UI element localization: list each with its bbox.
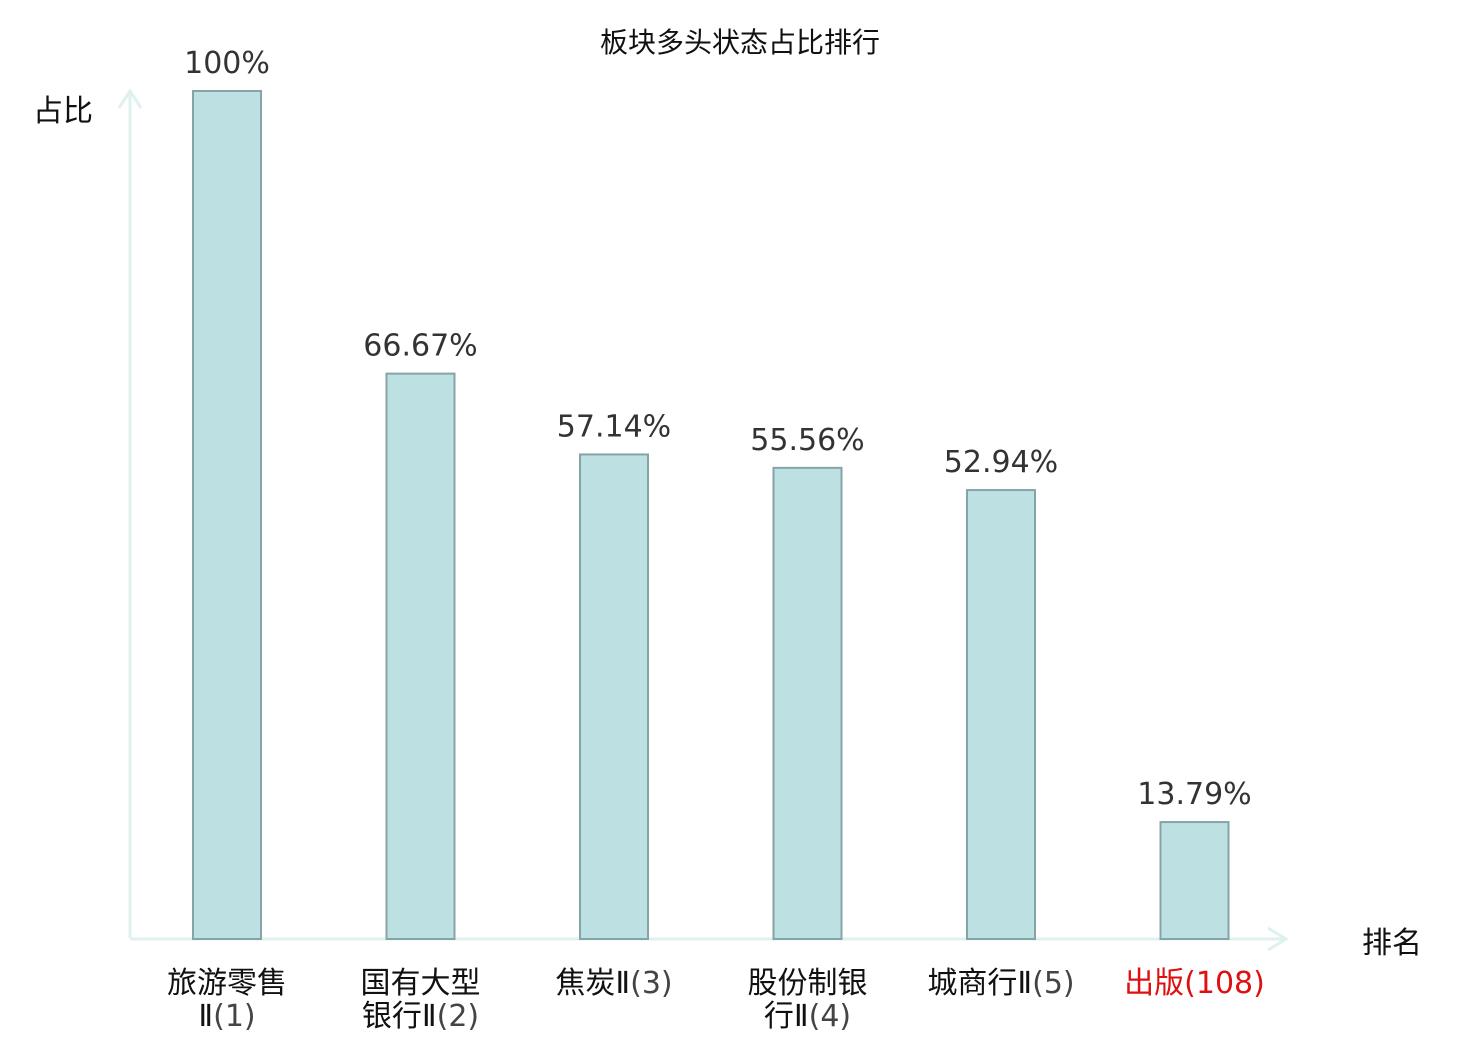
bar	[772, 466, 843, 940]
bar	[579, 453, 649, 940]
chart-title: 板块多头状态占比排行	[600, 26, 880, 59]
category-rank: (3)	[630, 966, 673, 1001]
category-name: 股份制银	[748, 966, 868, 1001]
category-rank: (108)	[1184, 966, 1265, 1001]
bar	[385, 372, 456, 940]
bar	[192, 90, 262, 940]
category-name: 行Ⅱ	[764, 999, 809, 1034]
data-label: 55.56%	[750, 423, 864, 458]
category-tick-label: 焦炭Ⅱ(3)	[555, 966, 672, 1001]
category-rank: (4)	[809, 999, 852, 1034]
category-rank: (1)	[213, 999, 256, 1034]
category-tick-label: Ⅱ(1)	[198, 999, 255, 1034]
category-rank: (5)	[1032, 966, 1075, 1001]
category-tick-label: 出版(108)	[1124, 966, 1265, 1001]
bar	[966, 489, 1036, 940]
category-name: 旅游零售	[167, 966, 287, 1001]
bar-series	[192, 90, 1230, 940]
category-name: 银行Ⅱ	[362, 999, 437, 1034]
x-axis-arrow	[1267, 926, 1289, 952]
category-tick-label: 股份制银	[748, 966, 868, 1001]
data-label: 13.79%	[1137, 777, 1251, 812]
data-label: 57.14%	[557, 409, 671, 444]
category-tick-label: 银行Ⅱ(2)	[362, 999, 479, 1034]
category-name: Ⅱ	[198, 999, 213, 1034]
x-axis	[130, 926, 1289, 952]
data-label: 66.67%	[363, 329, 477, 364]
category-name: 出版	[1124, 966, 1184, 1001]
x-axis-label: 排名	[1362, 926, 1422, 961]
category-name: 国有大型	[361, 966, 481, 1001]
category-name: 城商行Ⅱ	[927, 966, 1032, 1001]
category-name: 焦炭Ⅱ	[555, 966, 630, 1001]
data-label: 52.94%	[944, 445, 1058, 480]
y-axis-label: 占比	[33, 94, 93, 129]
y-axis	[117, 88, 143, 938]
category-tick-label: 旅游零售	[167, 966, 287, 1001]
value-labels: 100% 66.67% 57.14% 55.56% 52.94% 13.79%	[184, 46, 1252, 812]
data-label: 100%	[184, 46, 270, 81]
category-rank: (2)	[437, 999, 480, 1034]
category-tick-label: 国有大型	[361, 966, 481, 1001]
category-tick-label: 城商行Ⅱ(5)	[927, 966, 1074, 1001]
y-axis-arrow	[117, 88, 143, 109]
bar	[1159, 821, 1230, 940]
category-tick-label: 行Ⅱ(4)	[764, 999, 851, 1034]
